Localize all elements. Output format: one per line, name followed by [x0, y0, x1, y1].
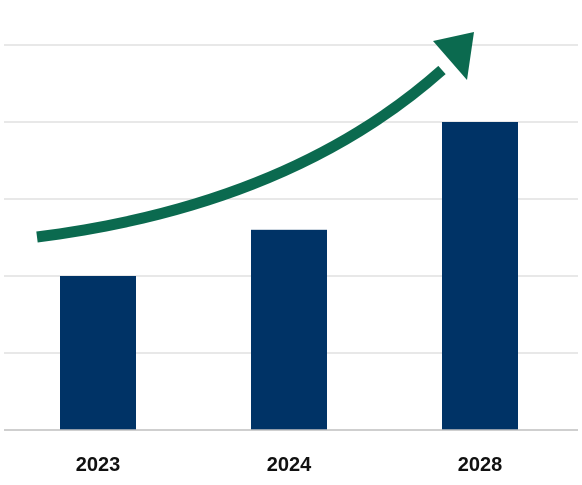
x-tick-label: 2024 — [267, 454, 312, 476]
trend-arrow-head — [433, 32, 474, 80]
bar-2023 — [60, 276, 136, 430]
x-tick-label: 2028 — [458, 454, 503, 476]
x-tick-label: 2023 — [76, 454, 121, 476]
bar-2028 — [442, 122, 518, 430]
bar-2024 — [251, 229, 327, 430]
trend-arrow-shaft — [36, 65, 446, 243]
